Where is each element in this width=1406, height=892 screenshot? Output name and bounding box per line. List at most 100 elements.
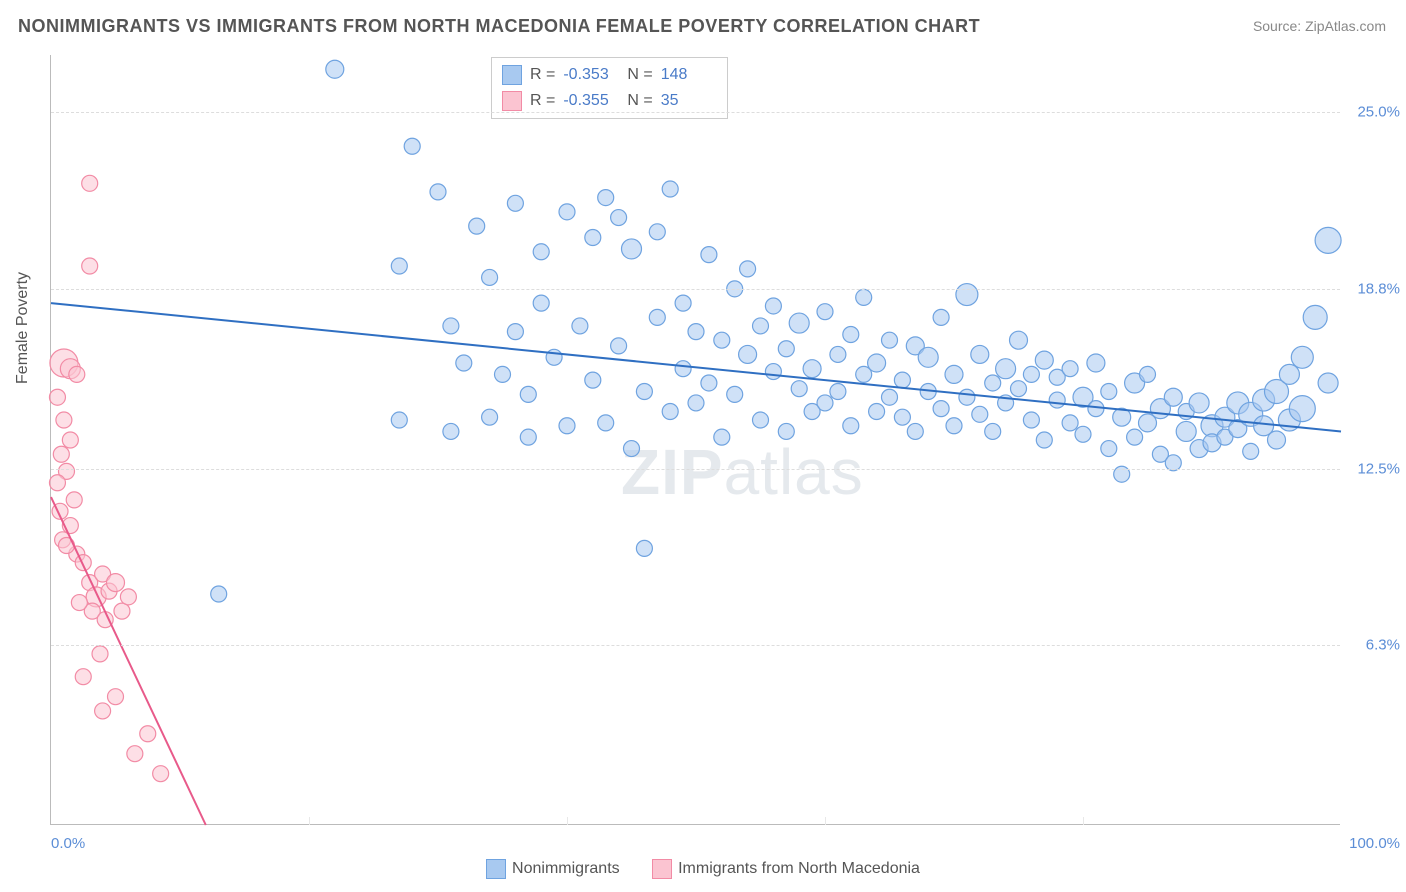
data-point (559, 418, 575, 434)
data-point (49, 389, 65, 405)
gridline-h (51, 289, 1340, 290)
data-point (559, 204, 575, 220)
data-point (701, 375, 717, 391)
data-point (714, 429, 730, 445)
data-point (1140, 366, 1156, 382)
data-point (753, 318, 769, 334)
data-point (1101, 384, 1117, 400)
data-point (946, 418, 962, 434)
data-point (572, 318, 588, 334)
data-point (894, 372, 910, 388)
data-point (1023, 366, 1039, 382)
data-point (469, 218, 485, 234)
data-point (1011, 381, 1027, 397)
data-point (765, 364, 781, 380)
data-point (985, 423, 1001, 439)
data-point (662, 403, 678, 419)
data-point (66, 492, 82, 508)
data-point (791, 381, 807, 397)
data-point (482, 409, 498, 425)
data-point (1087, 354, 1105, 372)
xtick-label: 0.0% (51, 835, 85, 852)
data-point (1303, 305, 1327, 329)
data-point (662, 181, 678, 197)
data-point (127, 746, 143, 762)
data-point (391, 412, 407, 428)
legend-item-1: Nonimmigrants (486, 859, 620, 879)
data-point (49, 475, 65, 491)
legend-swatch-1 (486, 859, 506, 879)
data-point (817, 304, 833, 320)
data-point (1268, 431, 1286, 449)
data-point (611, 338, 627, 354)
trend-line (51, 497, 206, 825)
data-point (843, 418, 859, 434)
data-point (69, 366, 85, 382)
data-point (108, 689, 124, 705)
data-point (830, 346, 846, 362)
data-point (1189, 393, 1209, 413)
data-point (933, 401, 949, 417)
ytick-label: 25.0% (1357, 104, 1400, 121)
data-point (507, 324, 523, 340)
data-point (636, 540, 652, 556)
data-point (1289, 396, 1315, 422)
data-point (894, 409, 910, 425)
gridline-v (1083, 817, 1084, 825)
data-point (598, 415, 614, 431)
data-point (1176, 421, 1196, 441)
source-label: Source: ZipAtlas.com (1253, 18, 1386, 34)
data-point (82, 258, 98, 274)
data-point (1243, 443, 1259, 459)
data-point (1127, 429, 1143, 445)
data-point (53, 446, 69, 462)
data-point (868, 354, 886, 372)
data-point (688, 324, 704, 340)
data-point (714, 332, 730, 348)
ytick-label: 12.5% (1357, 460, 1400, 477)
data-point (971, 345, 989, 363)
data-point (82, 175, 98, 191)
y-axis-title: Female Poverty (14, 272, 32, 384)
xtick-label: 100.0% (1349, 835, 1400, 852)
data-point (765, 298, 781, 314)
data-point (56, 412, 72, 428)
data-point (636, 384, 652, 400)
data-point (856, 289, 872, 305)
data-point (789, 313, 809, 333)
data-point (701, 247, 717, 263)
data-point (75, 669, 91, 685)
ytick-label: 6.3% (1366, 637, 1400, 654)
data-point (956, 284, 978, 306)
data-point (391, 258, 407, 274)
data-point (1062, 361, 1078, 377)
data-point (153, 766, 169, 782)
data-point (1036, 432, 1052, 448)
data-point (778, 423, 794, 439)
gridline-v (567, 817, 568, 825)
data-point (675, 361, 691, 377)
data-point (933, 309, 949, 325)
data-point (1049, 392, 1065, 408)
legend-item-2: Immigrants from North Macedonia (652, 859, 920, 879)
plot-svg (51, 55, 1340, 824)
data-point (803, 360, 821, 378)
data-point (649, 309, 665, 325)
data-point (1062, 415, 1078, 431)
ytick-label: 18.8% (1357, 280, 1400, 297)
data-point (907, 423, 923, 439)
data-point (107, 574, 125, 592)
data-point (598, 190, 614, 206)
data-point (443, 423, 459, 439)
gridline-h (51, 645, 1340, 646)
plot-area: ZIPatlas R = -0.353 N = 148 R = -0.355 N… (50, 55, 1340, 825)
data-point (830, 384, 846, 400)
data-point (740, 261, 756, 277)
data-point (211, 586, 227, 602)
chart-title: NONIMMIGRANTS VS IMMIGRANTS FROM NORTH M… (18, 16, 980, 37)
data-point (520, 429, 536, 445)
data-point (75, 555, 91, 571)
data-point (95, 703, 111, 719)
data-point (482, 269, 498, 285)
data-point (1088, 401, 1104, 417)
